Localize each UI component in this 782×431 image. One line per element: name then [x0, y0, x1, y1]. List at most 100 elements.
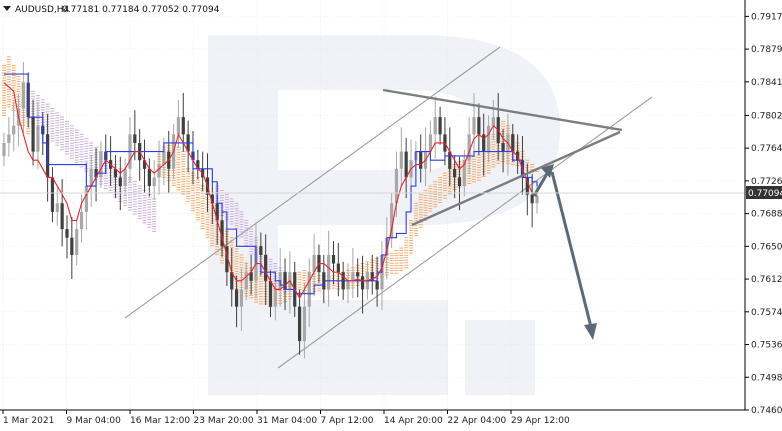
- candle-bull: [84, 186, 88, 212]
- candle-bear: [65, 229, 69, 238]
- watermark-bowl: [278, 35, 560, 225]
- candle-bull: [12, 125, 16, 135]
- collapse-triangle-icon[interactable]: [3, 6, 11, 11]
- current-price-badge: 0.77094: [746, 186, 782, 199]
- candle-bear: [31, 117, 35, 152]
- candle-bear: [375, 280, 379, 290]
- candle-bull: [535, 195, 539, 204]
- candle-bull: [399, 151, 403, 169]
- candle-bull: [21, 82, 25, 109]
- candle-bull: [36, 125, 40, 152]
- candle-bear: [448, 151, 452, 169]
- candle-bull: [467, 134, 471, 161]
- candle-bear: [142, 160, 147, 169]
- chart-header: AUDUSD,H4 0.77181 0.77184 0.77052 0.7709…: [3, 5, 220, 15]
- candle-bull: [79, 211, 84, 230]
- candle-bear: [331, 254, 336, 264]
- candle-bull: [327, 254, 331, 290]
- candle-bear: [501, 142, 505, 152]
- kijun-sen-line: [4, 73, 538, 295]
- triangle-lower-line: [411, 130, 621, 227]
- candle-bear: [525, 177, 529, 195]
- candle-bear: [230, 272, 234, 290]
- candle-bear: [360, 276, 365, 290]
- arrow-down-head: [584, 323, 597, 340]
- x-tick-label: 31 Mar 04:00: [257, 416, 317, 426]
- watermark-logo: [208, 35, 560, 395]
- candle-bull: [346, 280, 350, 290]
- candle-bull: [89, 168, 93, 187]
- time-axis[interactable]: 1 Mar 2021 9 Mar 04:00 16 Mar 12:00 23 Mar …: [0, 409, 745, 426]
- candle-bear: [404, 151, 408, 178]
- candle-bull: [239, 289, 244, 307]
- candle-bear: [196, 160, 200, 169]
- candle-bull: [462, 160, 466, 187]
- x-tick-label: 7 Apr 12:00: [321, 416, 374, 426]
- candle-bull: [152, 177, 156, 187]
- candle-bull: [162, 151, 166, 165]
- candle-bull: [176, 117, 181, 135]
- candle-bull: [472, 117, 476, 135]
- candle-bear: [530, 194, 534, 204]
- forecast-arrows: [532, 164, 597, 340]
- x-tick-label: 23 Mar 20:00: [194, 416, 254, 426]
- triangle-upper-line: [382, 88, 623, 132]
- arrow-up-shaft: [532, 171, 550, 197]
- candle-bull: [428, 134, 432, 152]
- candle-bear: [482, 134, 486, 152]
- candle-bear: [118, 177, 122, 187]
- candle-bear: [453, 168, 457, 178]
- candle-bear: [419, 151, 423, 169]
- candle-bull: [312, 254, 316, 273]
- channel-lower-line: [277, 96, 653, 369]
- watermark-foot: [465, 320, 535, 395]
- candle-bear: [234, 289, 239, 307]
- candle-bull: [7, 134, 11, 143]
- watermark-stem: [208, 35, 278, 395]
- channel-upper-line: [124, 46, 501, 319]
- tenkan-sen-line: [3, 82, 538, 300]
- candle-bull: [273, 289, 277, 307]
- candle-bear: [70, 237, 74, 255]
- candle-bull: [75, 229, 79, 255]
- candle-bear: [511, 134, 515, 152]
- candle-bear: [133, 134, 137, 143]
- candle-bear: [283, 272, 287, 290]
- candle-bear: [220, 220, 224, 247]
- x-tick-label: 9 Mar 04:00: [67, 416, 122, 426]
- arrow-down-shaft: [550, 171, 593, 328]
- x-tick-label: 16 Mar 12:00: [130, 416, 190, 426]
- candle-bear: [268, 280, 273, 307]
- candle-bull: [394, 168, 399, 204]
- candle-bull: [123, 168, 127, 187]
- x-tick-label: 29 Apr 12:00: [511, 416, 570, 426]
- candle-bull: [157, 164, 161, 178]
- candle-bear: [477, 117, 481, 135]
- candle-bear: [215, 203, 219, 221]
- candle-bear: [60, 203, 64, 230]
- candle-bear: [181, 117, 185, 135]
- candle-bear: [336, 263, 340, 273]
- candle-bear: [225, 246, 229, 273]
- candle-bull: [307, 272, 311, 307]
- candle-bull: [351, 272, 355, 281]
- candle-bear: [259, 246, 263, 255]
- candle-bear: [356, 272, 360, 277]
- candle-bear: [210, 194, 214, 204]
- candle-bear: [249, 272, 253, 281]
- trend-channel: [124, 46, 653, 369]
- candle-bear: [50, 177, 55, 212]
- ohlc-label: 0.77181 0.77184 0.77052 0.77094: [62, 5, 220, 15]
- candle-bull: [55, 203, 59, 212]
- price-badge-bg: [746, 186, 782, 199]
